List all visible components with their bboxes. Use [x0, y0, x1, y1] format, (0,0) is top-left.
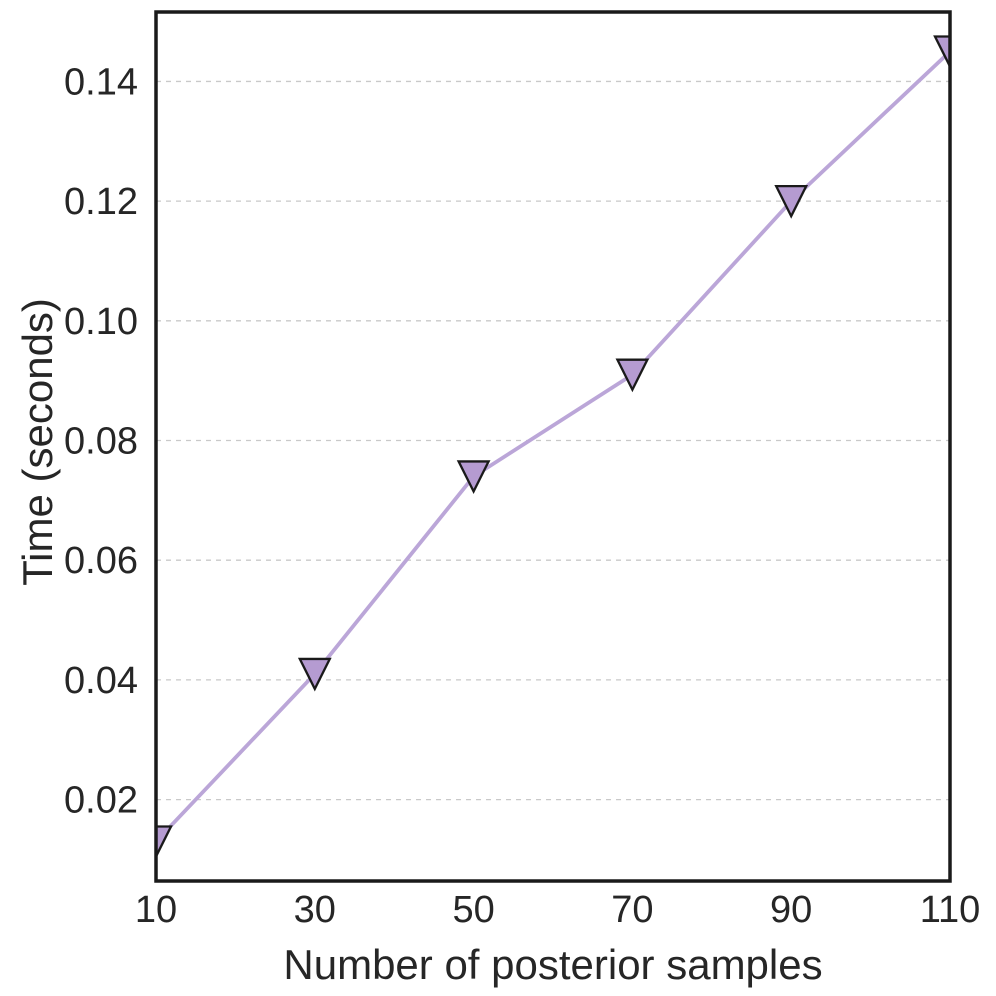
data-line [156, 49, 950, 844]
data-marker [156, 825, 173, 860]
y-tick-label: 0.02 [64, 780, 138, 822]
y-tick-label: 0.06 [64, 540, 138, 582]
data-marker [456, 460, 491, 494]
y-tick-label: 0.14 [64, 61, 138, 103]
data-marker [933, 35, 950, 70]
y-tick-label: 0.10 [64, 301, 138, 343]
data-marker [297, 657, 332, 692]
plot-border [154, 10, 952, 883]
x-axis-title: Number of posterior samples [283, 941, 823, 988]
data-marker [774, 184, 809, 219]
x-tick-label: 10 [135, 889, 177, 931]
y-axis-title: Time (seconds) [14, 298, 61, 586]
x-tick-label: 110 [920, 889, 981, 931]
data-marker [615, 358, 650, 393]
series-time-vs-posterior-samples [156, 35, 950, 860]
x-tick-label: 90 [770, 889, 812, 931]
y-tick-label: 0.04 [64, 660, 138, 702]
y-tick-label: 0.12 [64, 181, 138, 223]
y-tick-label: 0.08 [64, 421, 138, 463]
x-tick-label: 70 [611, 889, 653, 931]
x-tick-label: 50 [452, 889, 494, 931]
x-tick-label: 30 [294, 889, 336, 931]
